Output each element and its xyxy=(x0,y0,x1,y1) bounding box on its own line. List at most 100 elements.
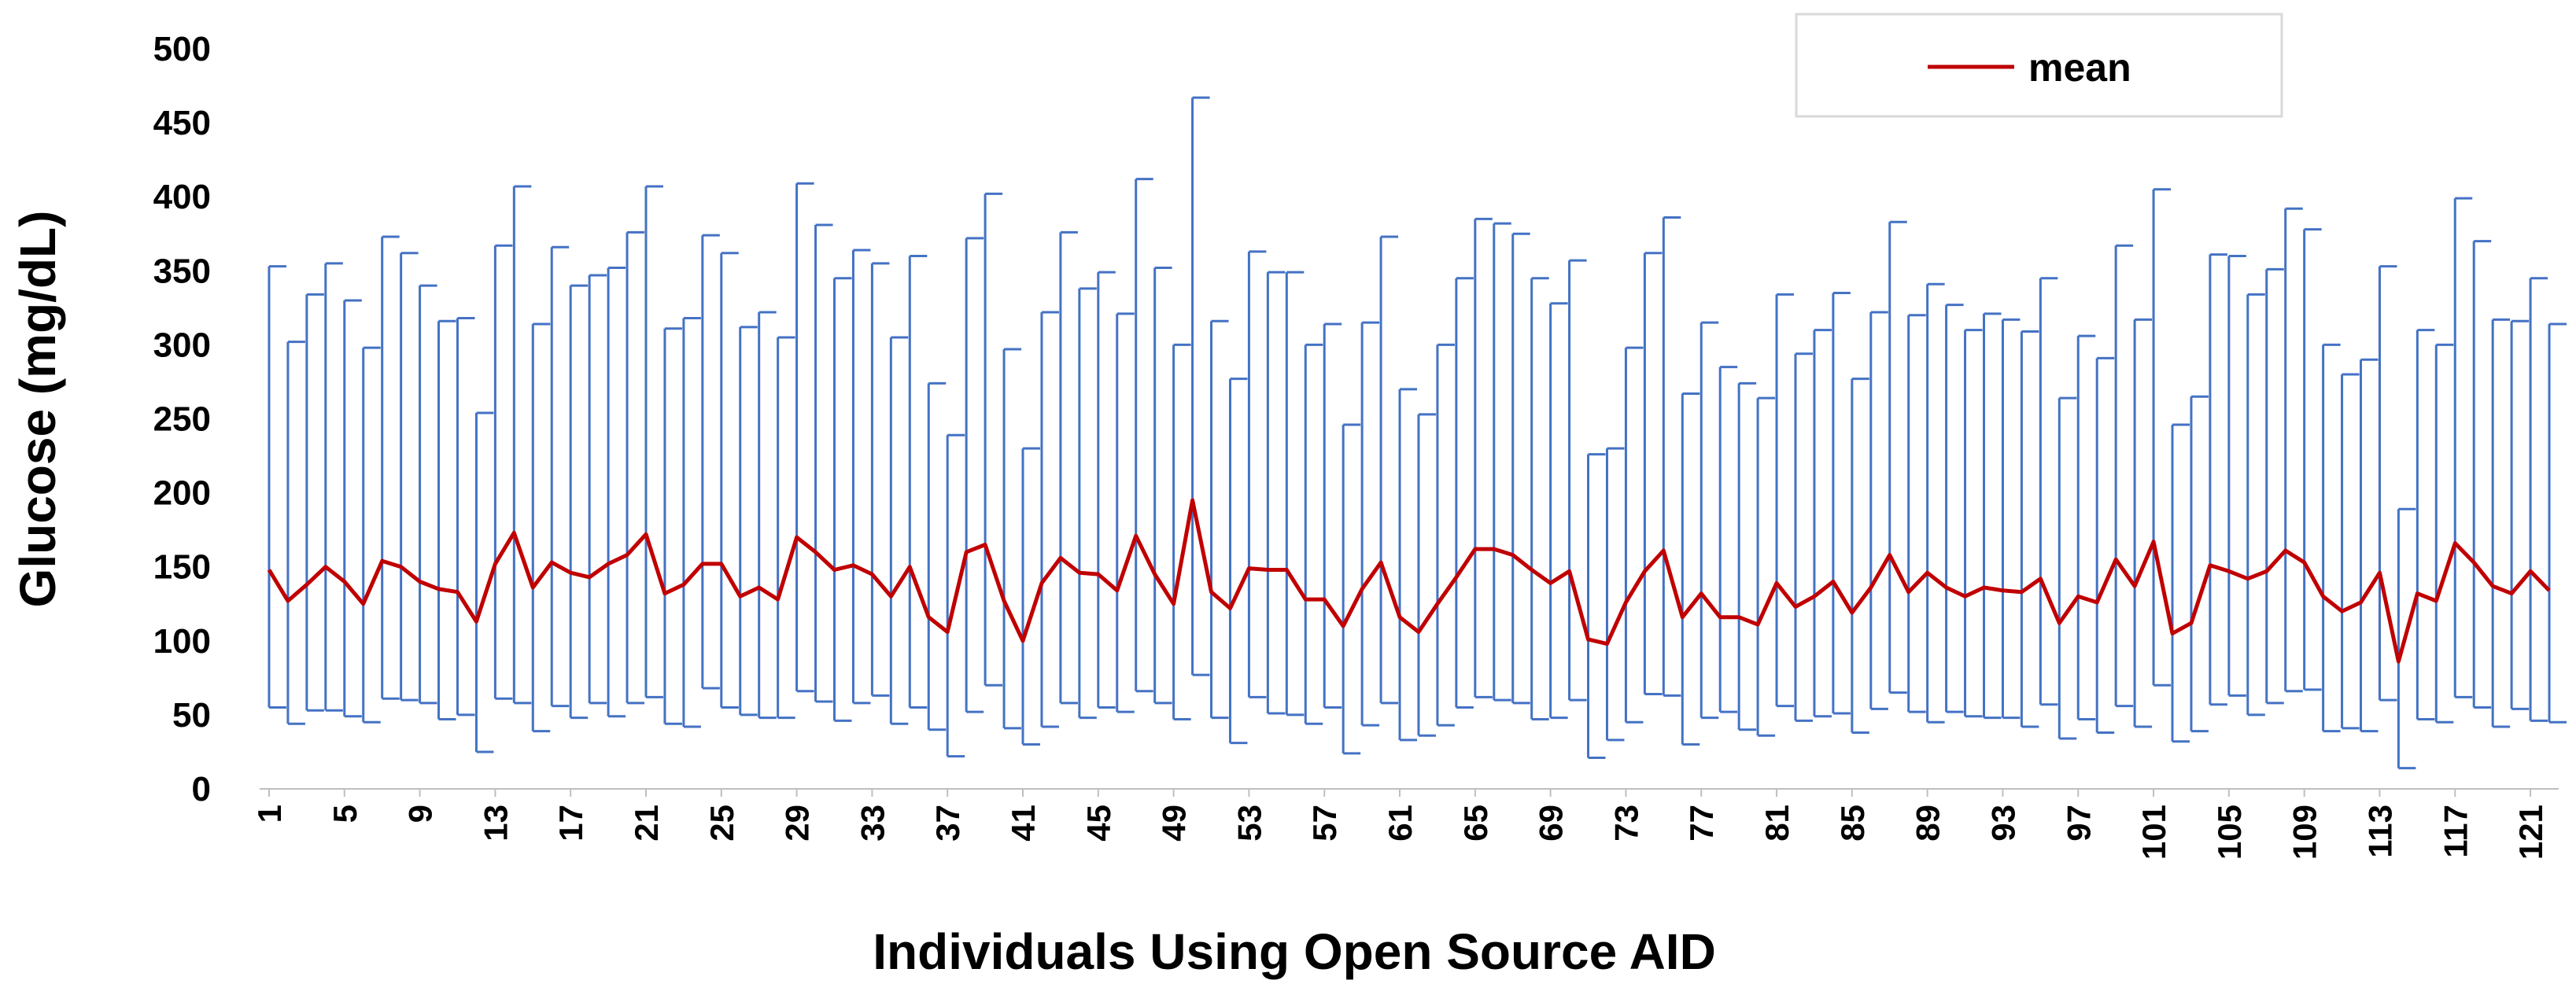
range-bar xyxy=(1964,329,1983,718)
range-bar xyxy=(2378,265,2397,702)
range-bar xyxy=(1436,343,1455,727)
range-bar xyxy=(2397,507,2416,770)
range-bar xyxy=(1530,277,1549,721)
range-bar xyxy=(1285,271,1305,717)
x-axis-ticks: 1 5 9 13 17 21 25 29 33 37 41 45 49 53 57 61 65 69 73 77 81 8… xyxy=(251,789,2549,860)
x-tick-label: 101 xyxy=(2135,805,2172,860)
range-bar xyxy=(644,185,663,698)
range-bar xyxy=(1643,252,1663,696)
range-bar xyxy=(1587,453,1606,759)
x-tick-label: 117 xyxy=(2437,805,2474,858)
range-bar xyxy=(889,336,909,725)
y-tick-label: 250 xyxy=(153,400,211,439)
x-tick-label: 93 xyxy=(1984,805,2021,842)
y-axis-title: Glucose (mg/dL) xyxy=(9,211,66,608)
range-bar xyxy=(1568,259,1587,702)
range-bar xyxy=(2265,267,2284,705)
range-bar xyxy=(1304,343,1323,725)
range-bar xyxy=(1379,235,1399,705)
range-bar xyxy=(2453,197,2473,698)
range-bar xyxy=(1756,396,1776,737)
x-tick-label: 29 xyxy=(779,805,816,842)
range-bar xyxy=(2171,423,2190,743)
range-bar xyxy=(2190,395,2209,733)
range-bar xyxy=(2491,318,2511,728)
x-tick-label: 65 xyxy=(1457,805,1494,842)
range-bar xyxy=(1135,178,1153,693)
x-tick-label: 77 xyxy=(1683,805,1720,842)
range-bar xyxy=(493,244,513,700)
range-bar xyxy=(1681,392,1700,746)
x-tick-label: 81 xyxy=(1759,805,1795,842)
range-bar xyxy=(851,249,871,705)
y-tick-label: 450 xyxy=(153,104,211,142)
range-bar xyxy=(626,230,645,705)
x-tick-label: 89 xyxy=(1910,805,1947,842)
range-bar xyxy=(550,245,570,708)
range-bar xyxy=(1888,220,1907,694)
range-bar xyxy=(1869,311,1888,710)
range-bar xyxy=(362,346,381,724)
x-tick-label: 105 xyxy=(2211,805,2248,860)
range-bar xyxy=(2415,329,2435,721)
x-tick-label: 113 xyxy=(2361,805,2398,858)
range-bar xyxy=(701,234,720,690)
x-tick-label: 5 xyxy=(327,805,364,823)
y-tick-label: 350 xyxy=(153,252,211,290)
range-bar xyxy=(965,237,984,713)
range-bar xyxy=(1851,378,1869,734)
range-bar xyxy=(1153,267,1172,705)
range-bar xyxy=(588,274,607,705)
range-bar xyxy=(1511,232,1530,705)
range-bar xyxy=(1078,287,1097,720)
x-axis-title: Individuals Using Open Source AID xyxy=(873,923,1716,980)
range-bar xyxy=(739,326,758,717)
range-bar xyxy=(2303,228,2322,691)
range-bar xyxy=(1775,293,1795,708)
x-tick-label: 37 xyxy=(929,805,966,842)
x-tick-label: 25 xyxy=(703,805,740,842)
range-bar xyxy=(682,317,701,728)
range-bar xyxy=(456,317,475,717)
x-tick-label: 21 xyxy=(628,805,665,842)
x-tick-label: 121 xyxy=(2512,805,2549,860)
x-tick-label: 73 xyxy=(1607,805,1644,842)
range-bar xyxy=(474,411,494,753)
range-bar xyxy=(1455,277,1474,709)
x-tick-label: 69 xyxy=(1533,805,1570,842)
range-bar xyxy=(1172,343,1191,721)
range-bar xyxy=(1794,352,1813,722)
range-bar xyxy=(1549,302,1568,720)
range-bar xyxy=(758,311,777,720)
range-bar xyxy=(1228,378,1248,745)
range-bar xyxy=(1002,348,1022,730)
legend: mean xyxy=(1795,13,2283,118)
range-bar xyxy=(1926,282,1945,724)
range-bar xyxy=(1191,96,1210,676)
x-tick-label: 13 xyxy=(477,805,514,842)
range-bar xyxy=(1813,329,1832,718)
x-tick-label: 41 xyxy=(1005,805,1042,842)
legend-box xyxy=(1795,13,2283,118)
range-bar xyxy=(2360,358,2379,733)
range-bar xyxy=(324,262,343,712)
y-tick-label: 500 xyxy=(153,30,211,68)
range-bar xyxy=(1718,366,1738,713)
y-tick-label: 0 xyxy=(192,770,211,809)
range-bar xyxy=(2095,356,2115,734)
range-bar xyxy=(268,265,286,709)
range-bar xyxy=(286,341,305,725)
range-bar xyxy=(795,182,814,693)
range-bar xyxy=(1040,311,1059,728)
range-bar xyxy=(1059,230,1078,705)
x-tick-label: 57 xyxy=(1306,805,1343,842)
range-bar xyxy=(437,319,456,721)
range-bar xyxy=(2472,240,2492,709)
y-tick-label: 100 xyxy=(153,622,211,661)
range-bar xyxy=(2209,253,2227,706)
range-bar xyxy=(1907,314,1926,713)
range-bar xyxy=(927,381,947,731)
x-tick-label: 61 xyxy=(1382,805,1419,842)
range-bar xyxy=(1737,381,1757,731)
